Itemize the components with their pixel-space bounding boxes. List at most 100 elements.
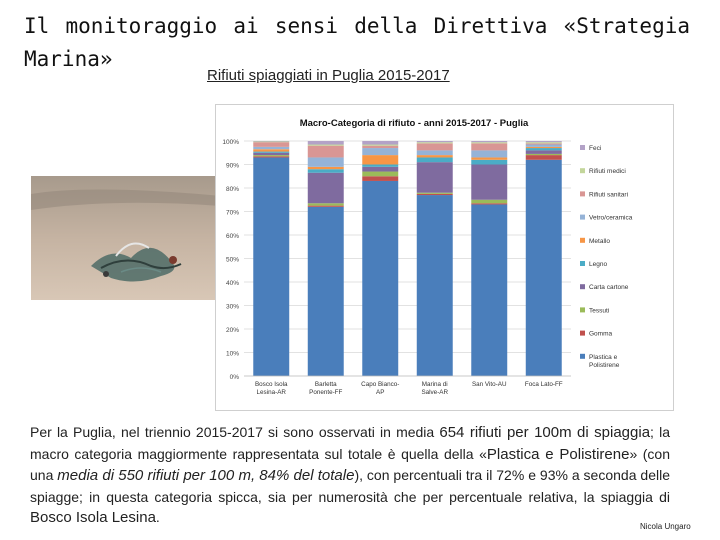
bar-segment bbox=[525, 155, 562, 160]
y-tick-label: 10% bbox=[226, 351, 239, 358]
bar-segment bbox=[253, 142, 290, 147]
chart-frame: Macro-Categoria di rifiuto - anni 2015-2… bbox=[215, 104, 674, 411]
legend-swatch bbox=[580, 214, 585, 220]
bar-segment bbox=[307, 141, 344, 145]
bar-segment bbox=[253, 156, 290, 158]
bar-segment bbox=[253, 151, 290, 153]
x-tick-label: Ponente-FF bbox=[309, 389, 342, 396]
bar-segment bbox=[416, 142, 453, 144]
bar-segment bbox=[416, 150, 453, 156]
bar-segment bbox=[525, 159, 562, 376]
bar-segment bbox=[362, 180, 399, 376]
bar-segment bbox=[525, 143, 562, 145]
bar-segment bbox=[253, 155, 290, 157]
legend-label: Legno bbox=[589, 261, 607, 268]
para-text-2: ; la macro categoria maggiormente rappre… bbox=[30, 424, 670, 462]
bar-segment bbox=[307, 145, 344, 158]
beach-litter-photo bbox=[31, 176, 221, 300]
y-tick-label: 50% bbox=[226, 257, 239, 264]
para-highlight-3: media di 550 rifiuti per 100 m, 84% del … bbox=[57, 467, 355, 484]
y-tick-label: 30% bbox=[226, 304, 239, 311]
bar-segment bbox=[362, 144, 399, 146]
bar-segment bbox=[253, 149, 290, 152]
x-tick-label: Lesina-AR bbox=[257, 389, 287, 396]
legend-swatch bbox=[580, 284, 585, 290]
y-tick-label: 20% bbox=[226, 327, 239, 334]
y-tick-label: 100% bbox=[222, 139, 239, 146]
bar-segment bbox=[307, 205, 344, 207]
y-tick-label: 70% bbox=[226, 210, 239, 217]
bar-segment bbox=[471, 142, 508, 144]
legend-swatch bbox=[580, 330, 585, 336]
bar-segment bbox=[362, 141, 399, 145]
slide-title-line1: Il monitoraggio ai sensi della Direttiva… bbox=[24, 14, 690, 38]
bar-segment bbox=[362, 171, 399, 177]
legend-swatch bbox=[580, 237, 585, 243]
bar-segment bbox=[307, 169, 344, 173]
bar-segment bbox=[471, 143, 508, 151]
bar-segment bbox=[362, 148, 399, 156]
bar-segment bbox=[416, 192, 453, 194]
para-highlight-2: Plastica e Polistirene bbox=[486, 445, 630, 463]
bar-segment bbox=[307, 157, 344, 167]
bar-segment bbox=[253, 157, 290, 376]
legend-label: Rifiuti medici bbox=[589, 168, 626, 175]
bar-segment bbox=[307, 203, 344, 206]
bar-segment bbox=[525, 153, 562, 156]
y-tick-label: 0% bbox=[230, 374, 240, 381]
bar-segment bbox=[471, 141, 508, 143]
legend-swatch bbox=[580, 191, 585, 197]
x-tick-label: Foca Lato-FF bbox=[525, 381, 563, 388]
bar-segment bbox=[307, 206, 344, 376]
y-tick-label: 80% bbox=[226, 186, 239, 193]
description-paragraph: Per la Puglia, nel triennio 2015-2017 si… bbox=[30, 422, 670, 529]
legend-label: Vetro/ceramica bbox=[589, 215, 633, 222]
x-tick-label: Salve-AR bbox=[421, 389, 448, 396]
bar-segment bbox=[525, 146, 562, 149]
bar-segment bbox=[416, 141, 453, 143]
legend-swatch bbox=[580, 307, 585, 313]
bar-segment bbox=[307, 172, 344, 204]
legend-label: Feci bbox=[589, 145, 601, 152]
legend-swatch bbox=[580, 168, 585, 174]
bar-segment bbox=[525, 141, 562, 143]
bar-segment bbox=[416, 157, 453, 163]
bar-segment bbox=[253, 152, 290, 156]
x-tick-label: Bosco Isola bbox=[255, 381, 288, 388]
bar-segment bbox=[471, 157, 508, 160]
bar-segment bbox=[525, 144, 562, 147]
x-tick-label: Capo Bianco- bbox=[361, 381, 399, 388]
bar-segment bbox=[307, 144, 344, 146]
stacked-bar-chart: Macro-Categoria di rifiuto - anni 2015-2… bbox=[222, 118, 633, 396]
bar-segment bbox=[253, 146, 290, 150]
para-text-1: Per la Puglia, nel triennio 2015-2017 si… bbox=[30, 424, 440, 440]
bar-segment bbox=[362, 145, 399, 149]
chart-title: Macro-Categoria di rifiuto - anni 2015-2… bbox=[300, 118, 529, 129]
legend-label: Carta cartone bbox=[589, 284, 629, 291]
para-highlight-1: 654 rifiuti per 100m di spiaggia bbox=[439, 424, 651, 441]
bar-segment bbox=[362, 155, 399, 165]
para-text-3: » (con una bbox=[30, 445, 670, 484]
bar-segment bbox=[471, 203, 508, 205]
y-tick-label: 60% bbox=[226, 233, 239, 240]
legend-swatch bbox=[580, 261, 585, 266]
x-tick-label: Barletta bbox=[315, 381, 337, 388]
y-tick-label: 40% bbox=[226, 280, 239, 287]
legend-label: Metallo bbox=[589, 238, 610, 245]
para-highlight-4: Bosco Isola Lesina bbox=[30, 509, 156, 526]
bar-segment bbox=[471, 159, 508, 165]
legend-label: Rifiuti sanitari bbox=[589, 191, 628, 198]
bar-segment bbox=[471, 199, 508, 204]
bar-segment bbox=[416, 162, 453, 193]
author-credit: Nicola Ungaro bbox=[640, 522, 691, 531]
legend-label: Polistirene bbox=[589, 362, 620, 369]
y-tick-label: 90% bbox=[226, 163, 239, 170]
x-tick-label: San Vito-AU bbox=[472, 381, 507, 388]
bar-segment bbox=[362, 176, 399, 181]
bar-segment bbox=[362, 164, 399, 167]
bar-segment bbox=[525, 142, 562, 144]
slide-subtitle: Rifiuti spiaggiati in Puglia 2015-2017 bbox=[207, 67, 450, 84]
legend-label: Tessuti bbox=[589, 307, 609, 314]
legend-label: Gomma bbox=[589, 331, 613, 338]
bar-segment bbox=[471, 164, 508, 200]
